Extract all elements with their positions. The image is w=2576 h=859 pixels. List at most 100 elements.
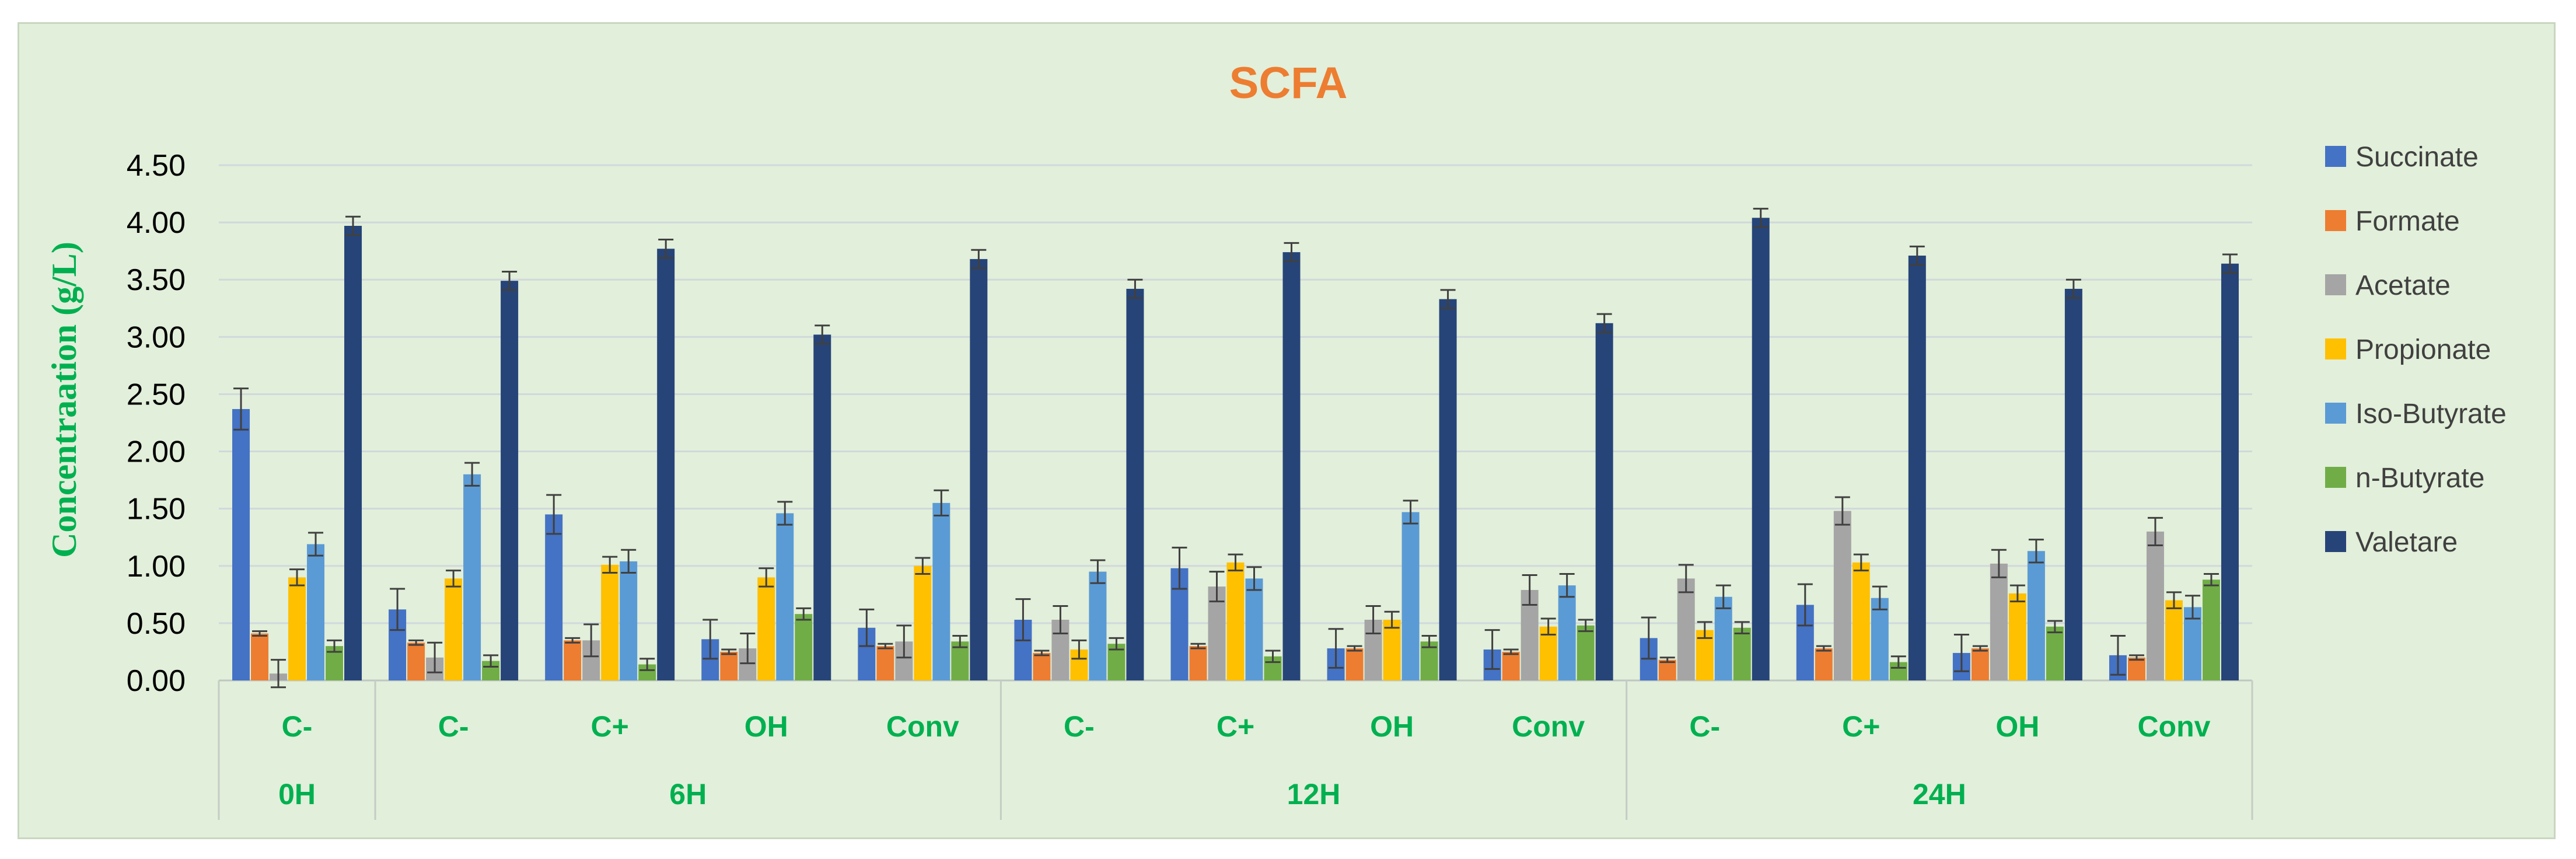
bar xyxy=(501,281,519,680)
x-category-label: C- xyxy=(438,710,469,743)
bar xyxy=(914,565,932,680)
bar xyxy=(1345,648,1364,680)
y-tick-label: 1.50 xyxy=(127,493,186,526)
legend-label: Succinate xyxy=(2355,142,2479,173)
y-tick-label: 0.00 xyxy=(127,664,186,698)
bar xyxy=(813,334,831,680)
chart-title: SCFA xyxy=(1229,58,1348,108)
y-tick-label: 2.50 xyxy=(127,378,186,411)
bar xyxy=(307,544,325,680)
bar xyxy=(1714,596,1732,680)
y-tick-label: 2.00 xyxy=(127,435,186,469)
x-category-label: Conv xyxy=(2137,710,2210,743)
legend-swatch xyxy=(2325,210,2346,231)
y-tick-label: 4.00 xyxy=(127,206,186,240)
bar xyxy=(545,514,563,680)
bar xyxy=(620,561,638,680)
bar xyxy=(2221,263,2239,680)
bar xyxy=(1126,288,1144,680)
bar xyxy=(1815,648,1833,680)
legend-label: n-Butyrate xyxy=(2355,463,2484,494)
bar xyxy=(1677,578,1695,680)
bar xyxy=(251,633,269,680)
y-tick-label: 0.50 xyxy=(127,607,186,641)
error-bars xyxy=(233,208,2238,689)
bar xyxy=(1852,562,1870,680)
x-category-label: C+ xyxy=(591,710,629,743)
y-tick-label: 3.00 xyxy=(127,320,186,354)
bar xyxy=(795,614,813,680)
x-category-label: C+ xyxy=(1842,710,1880,743)
x-category-label: Conv xyxy=(1512,710,1585,743)
x-group-label: 0H xyxy=(278,778,316,811)
y-tick-label: 4.50 xyxy=(127,149,186,183)
bar xyxy=(1752,218,1770,680)
bar xyxy=(1189,646,1207,680)
bar xyxy=(1990,563,2008,680)
x-group-label: 12H xyxy=(1287,778,1341,811)
x-category-label: C- xyxy=(1064,710,1095,743)
legend-label: Acetate xyxy=(2355,270,2451,301)
bar xyxy=(232,408,250,680)
bar xyxy=(1245,578,1263,680)
legend-swatch xyxy=(2325,274,2346,295)
bar xyxy=(407,642,425,680)
bar xyxy=(1595,323,1613,680)
bar xyxy=(1502,651,1520,680)
bar xyxy=(1539,626,1557,680)
bar xyxy=(1383,620,1401,680)
bar xyxy=(2146,531,2164,680)
x-category-label: C- xyxy=(282,710,313,743)
bar xyxy=(1439,299,1457,680)
legend-label: Iso-Butyrate xyxy=(2355,399,2507,430)
bar xyxy=(564,640,582,680)
bar xyxy=(463,474,481,680)
bars xyxy=(232,218,2239,681)
legend-swatch xyxy=(2325,146,2346,167)
x-category-label: Conv xyxy=(886,710,959,743)
bar xyxy=(288,577,306,680)
bar xyxy=(601,564,619,680)
legend-label: Propionate xyxy=(2355,334,2491,365)
bar xyxy=(1833,511,1851,680)
y-tick-label: 3.50 xyxy=(127,263,186,297)
bar xyxy=(1401,512,1420,680)
bar xyxy=(1577,625,1595,680)
bar xyxy=(657,249,675,681)
bar xyxy=(344,225,362,680)
bar xyxy=(2127,657,2145,680)
x-category-label: C+ xyxy=(1217,710,1254,743)
bar xyxy=(970,259,988,680)
bar xyxy=(2202,579,2220,680)
x-category-label: C- xyxy=(1689,710,1720,743)
legend-label: Formate xyxy=(2355,206,2460,237)
bar xyxy=(1971,648,1989,680)
bar xyxy=(445,578,463,680)
x-axis: C- C- C+ OH Conv C- C+ OH Conv C- C+ OH Conv 0H 6H 12H 2… xyxy=(218,680,2253,820)
bar xyxy=(720,651,738,680)
x-category-label: OH xyxy=(1995,710,2039,743)
bar xyxy=(1089,571,1107,680)
bar xyxy=(2027,551,2045,680)
bar xyxy=(1908,256,1926,680)
x-group-label: 24H xyxy=(1913,778,1966,811)
bar xyxy=(2064,288,2082,680)
bar xyxy=(1033,652,1051,680)
legend-swatch xyxy=(2325,338,2346,359)
x-group-label: 6H xyxy=(669,778,707,811)
x-category-label: OH xyxy=(1370,710,1414,743)
bar xyxy=(1733,627,1751,680)
legend-swatch xyxy=(2325,467,2346,488)
bar xyxy=(776,513,794,680)
bar xyxy=(932,502,950,680)
y-axis-ticks: 0.00 0.50 1.00 1.50 2.00 2.50 3.00 3.50 4.00 4.50 xyxy=(127,149,186,698)
bar xyxy=(2008,593,2026,680)
bar xyxy=(876,646,894,680)
bar xyxy=(757,577,775,680)
bar xyxy=(1558,585,1576,680)
bar xyxy=(1226,562,1245,680)
bar xyxy=(1658,659,1676,680)
bar xyxy=(1871,598,1889,680)
x-category-label: OH xyxy=(745,710,788,743)
